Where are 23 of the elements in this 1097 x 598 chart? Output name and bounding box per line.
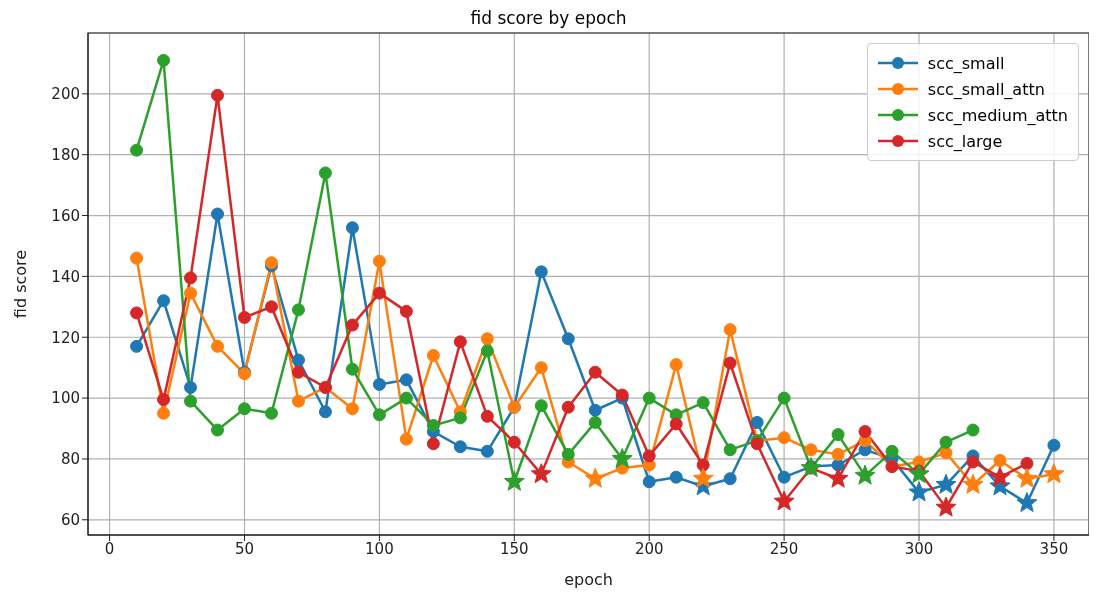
x-tick-label: 350: [1039, 539, 1069, 558]
y-tick-label: 160: [51, 206, 80, 225]
y-tick-label: 100: [51, 389, 80, 408]
chart-title: fid score by epoch: [469, 8, 628, 28]
x-tick-label: 50: [234, 539, 255, 558]
x-tick-label: 0: [104, 539, 115, 558]
x-tick-label: 200: [634, 539, 664, 558]
legend-label: scc_medium_attn: [927, 105, 1068, 125]
y-tick-label: 80: [60, 450, 80, 469]
legend-label: scc_large: [927, 131, 1003, 151]
x-tick-label: 100: [365, 539, 394, 558]
y-tick-label: 120: [51, 328, 80, 347]
y-tick-label: 180: [51, 146, 80, 165]
legend-label: scc_small_attn: [927, 79, 1045, 99]
y-tick-label: 60: [60, 511, 80, 530]
y-tick-label: 200: [51, 85, 80, 104]
legend-label: scc_small: [927, 53, 1005, 73]
x-axis-title: epoch: [564, 570, 613, 589]
x-tick-label: 250: [769, 539, 799, 558]
y-tick-label: 140: [51, 267, 80, 286]
x-tick-label: 150: [499, 539, 529, 558]
x-tick-label: 300: [904, 539, 934, 558]
y-axis-title: fid score: [10, 249, 30, 319]
